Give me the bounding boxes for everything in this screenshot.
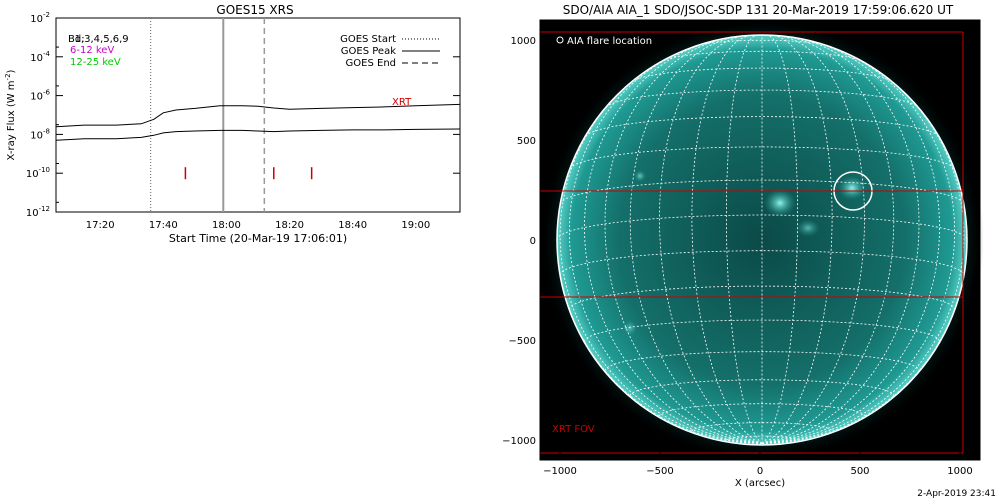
heliographic-grid: [557, 35, 967, 444]
longitude-line: [559, 72, 763, 444]
legend-label-goes-end: GOES End: [346, 58, 396, 69]
goes-band-high: 12-25 keV: [70, 57, 121, 68]
longitude-line: [604, 37, 763, 444]
longitude-line: [629, 35, 763, 444]
xrt-fov-box: [540, 31, 964, 454]
aia-legend-symbol: [556, 36, 564, 44]
solar-limb: [556, 34, 968, 446]
longitude-line: [691, 35, 763, 444]
legend-label-goes-peak: GOES Peak: [341, 46, 396, 57]
latitude-line: [695, 39, 829, 47]
goes-x-tick-label: 17:40: [149, 220, 178, 231]
aia-x-axis-label: X (arcsec): [735, 478, 785, 489]
aia-x-tick-label: 0: [757, 466, 763, 477]
aia-y-tick-label: 500: [517, 136, 536, 147]
longitude-line: [761, 35, 895, 444]
goes-x-axis-label: Start Time (20-Mar-19 17:06:01): [169, 232, 347, 245]
longitude-line: [557, 239, 763, 444]
aia-title: SDO/AIA AIA_1 SDO/JSOC-SDP 131 20-Mar-20…: [563, 3, 954, 17]
goes-y-tick-label: 10-12: [26, 205, 50, 219]
aia-y-tick-label: −1000: [502, 436, 536, 447]
longitude-line: [568, 45, 763, 444]
aia-x-tick-label: −500: [646, 466, 673, 477]
aia-legend-label: AIA flare location: [567, 36, 652, 47]
latitude-line: [605, 89, 919, 108]
solar-disk: [557, 35, 967, 445]
footer-timestamp: 2-Apr-2019 23:41: [917, 489, 996, 499]
longitude-line: [659, 35, 763, 444]
goes-y-axis-label-exponent: -2: [4, 73, 12, 80]
latitude-line: [691, 422, 833, 432]
goes-y-tick-label: 10-4: [30, 50, 50, 64]
xrt-observation-ticks: [184, 167, 313, 180]
longitude-line: [761, 37, 920, 444]
longitude-line: [584, 39, 763, 444]
aia-panel: SDO/AIA AIA_1 SDO/JSOC-SDP 131 20-Mar-20…: [502, 3, 984, 489]
longitude-line: [761, 45, 956, 444]
longitude-line: [726, 35, 763, 444]
longitude-line: [761, 239, 967, 444]
active-region-flare: [838, 176, 866, 200]
longitude-line: [761, 39, 940, 444]
latitude-line: [632, 67, 892, 82]
goes-panel: GOES15 XRS 10-12 10-10 10-8 10-6 10-4 10-2 17…: [4, 3, 461, 245]
goes-x-tick-label: 18:00: [212, 220, 241, 231]
goes-series-group: [55, 103, 461, 141]
goes-band-prefix: Bd:: [68, 34, 85, 45]
goes-title: GOES15 XRS: [216, 3, 293, 17]
active-region-south: [623, 320, 637, 336]
aia-axes: −1000 −500 0 500 1000 −1000 −500 0 500 1000: [502, 20, 980, 477]
goes-series-high-energy: [55, 128, 461, 141]
aia-x-tick-label: −1000: [543, 466, 577, 477]
xrt-fov-label: XRT FOV: [552, 424, 595, 435]
goes-x-tick-label: 19:00: [401, 220, 430, 231]
goes-event-markers: [150, 18, 266, 212]
aia-x-tick-label: 500: [850, 466, 869, 477]
goes-x-axis: 17:20 17:40 18:00 18:20 18:40 19:00: [86, 220, 430, 231]
longitude-line: [761, 35, 833, 444]
goes-y-tick-label: 10-2: [30, 11, 50, 25]
legend-label-goes-start: GOES Start: [340, 34, 396, 45]
aia-x-tick-label: 1000: [947, 466, 972, 477]
goes-y-tick-label: 10-8: [30, 127, 50, 141]
active-region-east: [634, 170, 646, 182]
goes-y-tick-label: 10-6: [30, 89, 50, 103]
goes-detector-list: 1,3,4,5,6,9: [75, 34, 129, 45]
goes-y-axis-label-text: X-ray Flux (W m: [6, 80, 17, 160]
goes-x-tick-label: 18:20: [275, 220, 304, 231]
latitude-line: [726, 435, 798, 441]
active-region-center: [796, 219, 820, 237]
goes-y-axis-label-close: ): [6, 69, 17, 73]
aia-y-tick-label: −500: [509, 336, 536, 347]
goes-y-axis-label: X-ray Flux (W m-2): [4, 69, 17, 160]
latitude-line: [559, 250, 965, 276]
goes-detector-label: Bd:1,3,4,5,6,9: [68, 34, 129, 45]
goes-legend: GOES Start GOES Peak GOES End: [340, 34, 440, 69]
longitude-line: [761, 72, 965, 444]
aia-y-tick-label: 1000: [511, 36, 536, 47]
goes-series-low-energy: [55, 103, 461, 128]
xrt-curve-label: XRT: [392, 97, 412, 108]
active-region-bright: [764, 189, 796, 217]
goes-y-axis: 10-12 10-10 10-8 10-6 10-4 10-2: [26, 11, 460, 219]
aia-y-tick-label: 0: [530, 236, 536, 247]
goes-band-low: 6-12 keV: [70, 45, 114, 56]
goes-y-tick-label: 10-10: [26, 166, 50, 180]
latitude-line: [584, 319, 940, 342]
latitude-line: [569, 146, 955, 170]
latitude-line: [559, 179, 965, 204]
goes-plot-frame: [55, 17, 461, 213]
goes-x-tick-label: 18:40: [338, 220, 367, 231]
longitude-line: [761, 35, 798, 444]
goes-x-tick-label: 17:20: [86, 220, 115, 231]
longitude-line: [761, 35, 865, 444]
